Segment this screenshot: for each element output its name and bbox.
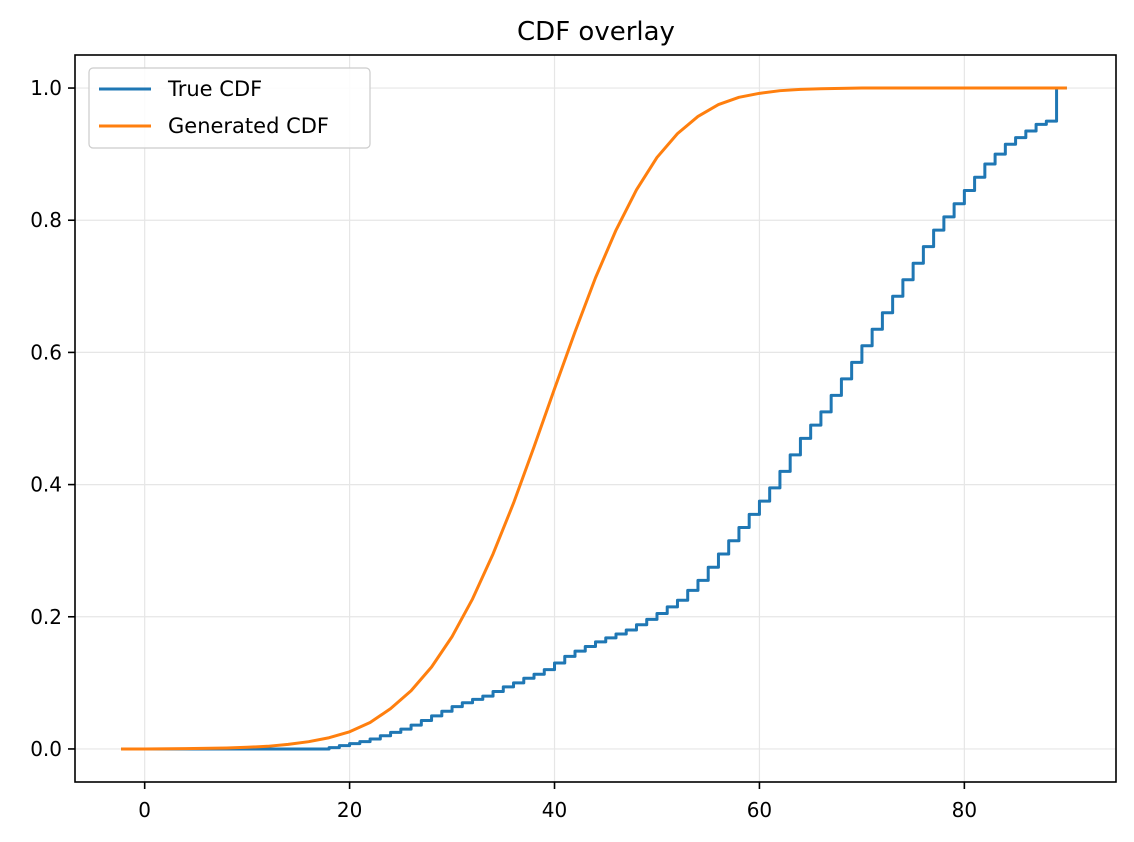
chart-title: CDF overlay — [517, 17, 675, 47]
y-tick-label: 0.2 — [30, 605, 62, 629]
y-tick-label: 0.6 — [30, 340, 62, 364]
plot-area-frame — [74, 54, 1117, 783]
legend-label-true-cdf: True CDF — [167, 77, 262, 101]
legend-box — [88, 67, 371, 149]
x-tick-label: 80 — [952, 798, 977, 822]
x-tick-label: 40 — [542, 798, 567, 822]
series-line-true-cdf — [121, 86, 1067, 751]
legend: True CDF Generated CDF — [88, 67, 371, 149]
x-tick-label: 20 — [337, 798, 362, 822]
y-tick-label: 0.4 — [30, 473, 62, 497]
y-tick-label: 1.0 — [30, 76, 62, 100]
y-tick-label: 0.8 — [30, 208, 62, 232]
legend-label-generated-cdf: Generated CDF — [168, 114, 329, 138]
x-tick-label: 60 — [747, 798, 772, 822]
series-lines — [121, 86, 1067, 751]
y-axis-ticks: 0.0 0.2 0.4 0.6 0.8 1.0 — [30, 76, 75, 761]
x-tick-label: 0 — [138, 798, 151, 822]
y-tick-label: 0.0 — [30, 737, 62, 761]
x-axis-ticks: 0 20 40 60 80 — [138, 782, 977, 822]
series-line-generated-cdf — [121, 86, 1067, 751]
